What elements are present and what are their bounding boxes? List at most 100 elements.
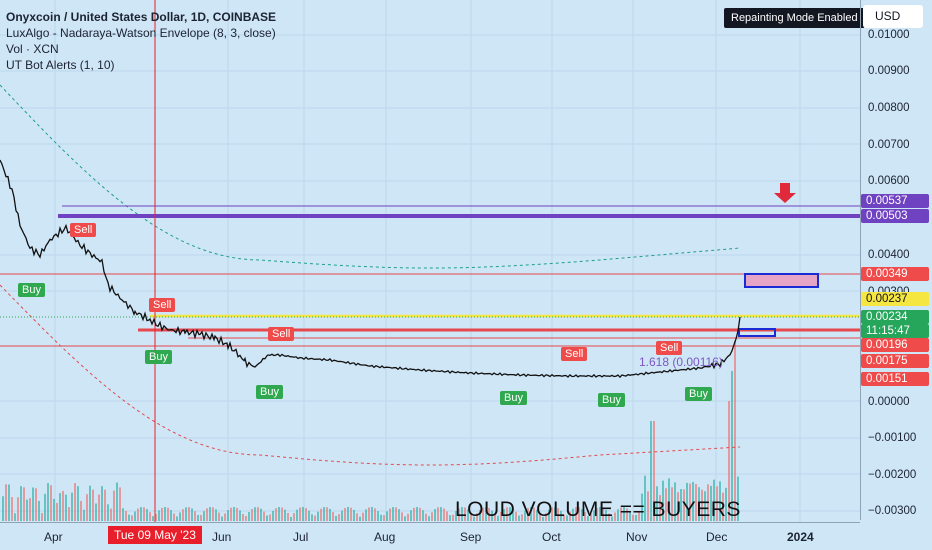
volume-bar — [257, 507, 259, 521]
volume-bar — [296, 509, 298, 521]
time-label-year: 2024 — [787, 530, 814, 544]
volume-bar — [65, 494, 67, 521]
volume-bar — [179, 512, 181, 521]
volume-bar — [722, 492, 724, 521]
time-label: Aug — [374, 530, 396, 544]
volume-bar — [704, 491, 706, 521]
buy-signal[interactable]: Buy — [598, 393, 625, 407]
volume-bar — [464, 507, 466, 521]
volume-bar — [509, 507, 511, 521]
sell-signal[interactable]: Sell — [561, 347, 588, 361]
volume-bar — [323, 507, 325, 521]
price-tick: 0.00900 — [868, 65, 910, 77]
volume-bar — [50, 485, 52, 521]
volume-bar — [482, 507, 484, 521]
volume-bar — [344, 508, 346, 521]
volume-bar — [686, 482, 688, 521]
volume-bar — [53, 498, 55, 521]
volume-bar — [419, 507, 421, 521]
volume-bar — [125, 510, 127, 521]
indicator-nwe[interactable]: LuxAlgo - Nadaraya-Watson Envelope (8, 3… — [6, 26, 276, 40]
volume-bars — [2, 341, 739, 521]
volume-bar — [710, 485, 712, 521]
sell-signal[interactable]: Sell — [149, 298, 176, 312]
chart-legend: Onyxcoin / United States Dollar, 1D, COI… — [6, 9, 276, 73]
volume-bar — [98, 494, 100, 521]
price-label-00503: 0.00503 — [861, 209, 929, 223]
time-axis[interactable] — [0, 522, 860, 550]
price-axis[interactable] — [860, 0, 932, 520]
volume-bar — [242, 513, 244, 521]
target-zone-box[interactable] — [744, 273, 819, 288]
currency-button[interactable]: USD — [863, 5, 923, 28]
volume-bar — [128, 514, 130, 521]
volume-bar — [308, 510, 310, 521]
sell-signal[interactable]: Sell — [656, 341, 683, 355]
price-tick: 0.00700 — [868, 139, 910, 151]
buy-signal[interactable]: Buy — [256, 385, 283, 399]
volume-bar — [2, 496, 4, 521]
volume-bar — [248, 512, 250, 521]
buy-signal[interactable]: Buy — [145, 350, 172, 364]
volume-bar — [278, 507, 280, 521]
volume-bar — [395, 507, 397, 521]
volume-bar — [707, 484, 709, 521]
volume-bar — [122, 508, 124, 521]
volume-bar — [68, 507, 70, 521]
volume-bar — [338, 514, 340, 521]
volume-bar — [101, 486, 103, 521]
volume-bar — [647, 491, 649, 521]
volume-bar — [713, 479, 715, 521]
volume-bar — [455, 511, 457, 521]
volume-bar — [89, 485, 91, 521]
volume-bar — [32, 487, 34, 521]
volume-bar — [584, 512, 586, 521]
volume-bar — [263, 511, 265, 521]
symbol-title[interactable]: Onyxcoin / United States Dollar, 1D, COI… — [6, 10, 277, 24]
volume-bar — [431, 512, 433, 521]
volume-bar — [545, 512, 547, 521]
volume-bar — [737, 476, 739, 521]
volume-bar — [557, 508, 559, 521]
volume-bar — [653, 421, 655, 521]
volume-bar — [194, 511, 196, 521]
chart-plot-area[interactable] — [0, 0, 860, 522]
crosshair-date-label: Tue 09 May '23 — [108, 526, 202, 544]
volume-bar — [8, 484, 10, 521]
volume-bar — [491, 510, 493, 521]
buy-signal[interactable]: Buy — [500, 391, 527, 405]
volume-bar — [500, 511, 502, 521]
indicator-utbot[interactable]: UT Bot Alerts (1, 10) — [6, 58, 115, 72]
volume-bar — [425, 513, 427, 521]
sell-signal[interactable]: Sell — [70, 223, 97, 237]
price-label-00234: 0.00234 — [861, 310, 929, 324]
sell-signal[interactable]: Sell — [268, 327, 295, 341]
volume-bar — [185, 507, 187, 521]
volume-bar — [329, 508, 331, 521]
price-series — [0, 159, 741, 379]
time-label: Jul — [293, 530, 309, 544]
buy-signal[interactable]: Buy — [18, 283, 45, 297]
volume-bar — [380, 514, 382, 521]
indicator-volume[interactable]: Vol · XCN — [6, 42, 59, 56]
volume-bar — [332, 511, 334, 521]
annotation-text[interactable]: LOUD VOLUME == BUYERS — [455, 498, 741, 521]
volume-bar — [44, 493, 46, 521]
volume-bar — [14, 513, 16, 521]
buy-signal[interactable]: Buy — [685, 387, 712, 401]
volume-bar — [104, 489, 106, 521]
volume-bar — [350, 507, 352, 521]
volume-bar — [224, 513, 226, 521]
volume-bar — [326, 507, 328, 521]
price-tick: 0.01000 — [868, 29, 910, 41]
volume-bar — [290, 516, 292, 521]
price-label-00237: 0.00237 — [861, 292, 929, 306]
volume-bar — [41, 513, 43, 521]
volume-bar — [689, 483, 691, 521]
volume-bar — [470, 512, 472, 521]
entry-zone-box[interactable] — [738, 328, 776, 337]
volume-bar — [569, 511, 571, 521]
volume-bar — [281, 507, 283, 521]
volume-bar — [620, 507, 622, 521]
time-label: Jun — [212, 530, 232, 544]
